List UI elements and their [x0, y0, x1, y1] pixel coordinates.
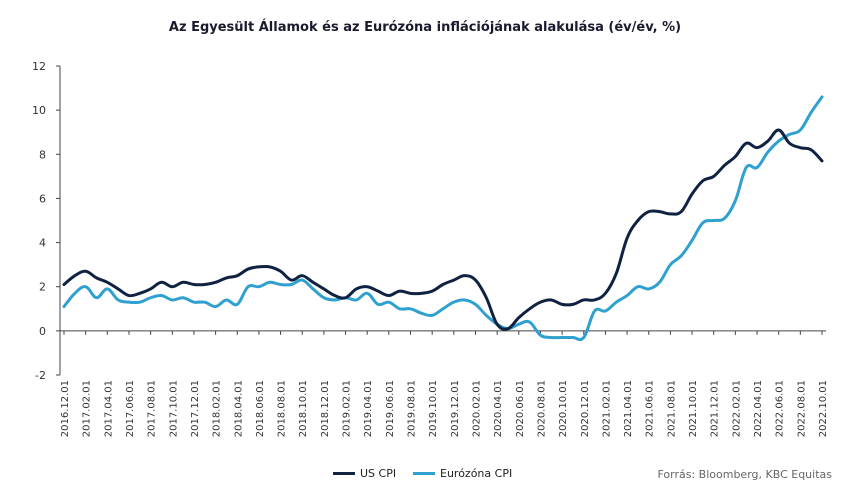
- x-tick-label: 2022.08.01: [796, 380, 807, 437]
- legend-label-us: US CPI: [360, 467, 397, 480]
- x-tick-label: 2017.04.01: [103, 380, 114, 437]
- y-tick-label: 8: [39, 148, 46, 161]
- x-tick-label: 2019.10.01: [428, 380, 439, 437]
- y-tick-label: 4: [39, 237, 46, 250]
- x-tick-label: 2019.02.01: [342, 380, 353, 437]
- y-tick-label: 0: [39, 325, 46, 338]
- x-tick-label: 2020.04.01: [493, 380, 504, 437]
- x-tick-label: 2021.06.01: [645, 380, 656, 437]
- legend-swatch-eu: [413, 472, 435, 475]
- x-tick-label: 2022.06.01: [775, 380, 786, 437]
- x-tick-label: 2019.04.01: [363, 380, 374, 437]
- x-tick-label: 2020.06.01: [515, 380, 526, 437]
- y-tick-label: -2: [35, 369, 46, 382]
- x-tick-label: 2018.02.01: [212, 380, 223, 437]
- x-tick-label: 2018.04.01: [233, 380, 244, 437]
- y-tick-label: 6: [39, 192, 46, 205]
- x-tick-label: 2018.10.01: [298, 380, 309, 437]
- x-tick-label: 2016.12.01: [60, 380, 71, 437]
- x-tick-label: 2019.12.01: [450, 380, 461, 437]
- x-tick-label: 2018.08.01: [277, 380, 288, 437]
- legend: US CPI Eurózóna CPI: [0, 467, 600, 485]
- x-tick-label: 2020.10.01: [558, 380, 569, 437]
- legend-label-eu: Eurózóna CPI: [440, 467, 513, 480]
- source-note: Forrás: Bloomberg, KBC Equitas: [657, 468, 832, 481]
- x-tick-label: 2021.08.01: [666, 380, 677, 437]
- x-tick-label: 2022.02.01: [731, 380, 742, 437]
- x-tick-label: 2021.12.01: [710, 380, 721, 437]
- x-tick-label: 2021.10.01: [688, 380, 699, 437]
- x-tick-label: 2017.10.01: [168, 380, 179, 437]
- x-tick-label: 2020.08.01: [536, 380, 547, 437]
- x-tick-label: 2017.02.01: [82, 380, 93, 437]
- x-tick-label: 2020.12.01: [580, 380, 591, 437]
- legend-item-eurozone-cpi: Eurózóna CPI: [413, 467, 512, 480]
- x-tick-label: 2019.08.01: [407, 380, 418, 437]
- x-tick-label: 2018.12.01: [320, 380, 331, 437]
- y-tick-label: 2: [39, 281, 46, 294]
- x-tick-label: 2021.04.01: [623, 380, 634, 437]
- x-tick-label: 2022.04.01: [753, 380, 764, 437]
- x-tick-label: 2021.02.01: [601, 380, 612, 437]
- x-tick-label: 2017.06.01: [125, 380, 136, 437]
- x-tick-label: 2019.06.01: [385, 380, 396, 437]
- y-tick-label: 10: [32, 104, 46, 117]
- legend-swatch-us: [333, 472, 355, 475]
- x-tick-label: 2017.12.01: [190, 380, 201, 437]
- y-tick-label: 12: [32, 60, 46, 73]
- series-line-eurozone-cpi: [62, 95, 824, 342]
- x-tick-label: 2022.10.01: [818, 380, 829, 437]
- axes: -2 0 2 4 6 8 10 12 2016.12.01 2017.02.01 2017.04.0…: [32, 60, 829, 437]
- x-tick-label: 2017.08.01: [147, 380, 158, 437]
- x-tick-label: 2018.06.01: [255, 380, 266, 437]
- series-line-us-cpi: [62, 128, 824, 331]
- x-tick-label: 2020.02.01: [471, 380, 482, 437]
- series-lines: [62, 95, 824, 342]
- chart-title: Az Egyesült Államok és az Eurózóna inflá…: [168, 20, 682, 35]
- legend-item-us-cpi: US CPI: [333, 467, 396, 480]
